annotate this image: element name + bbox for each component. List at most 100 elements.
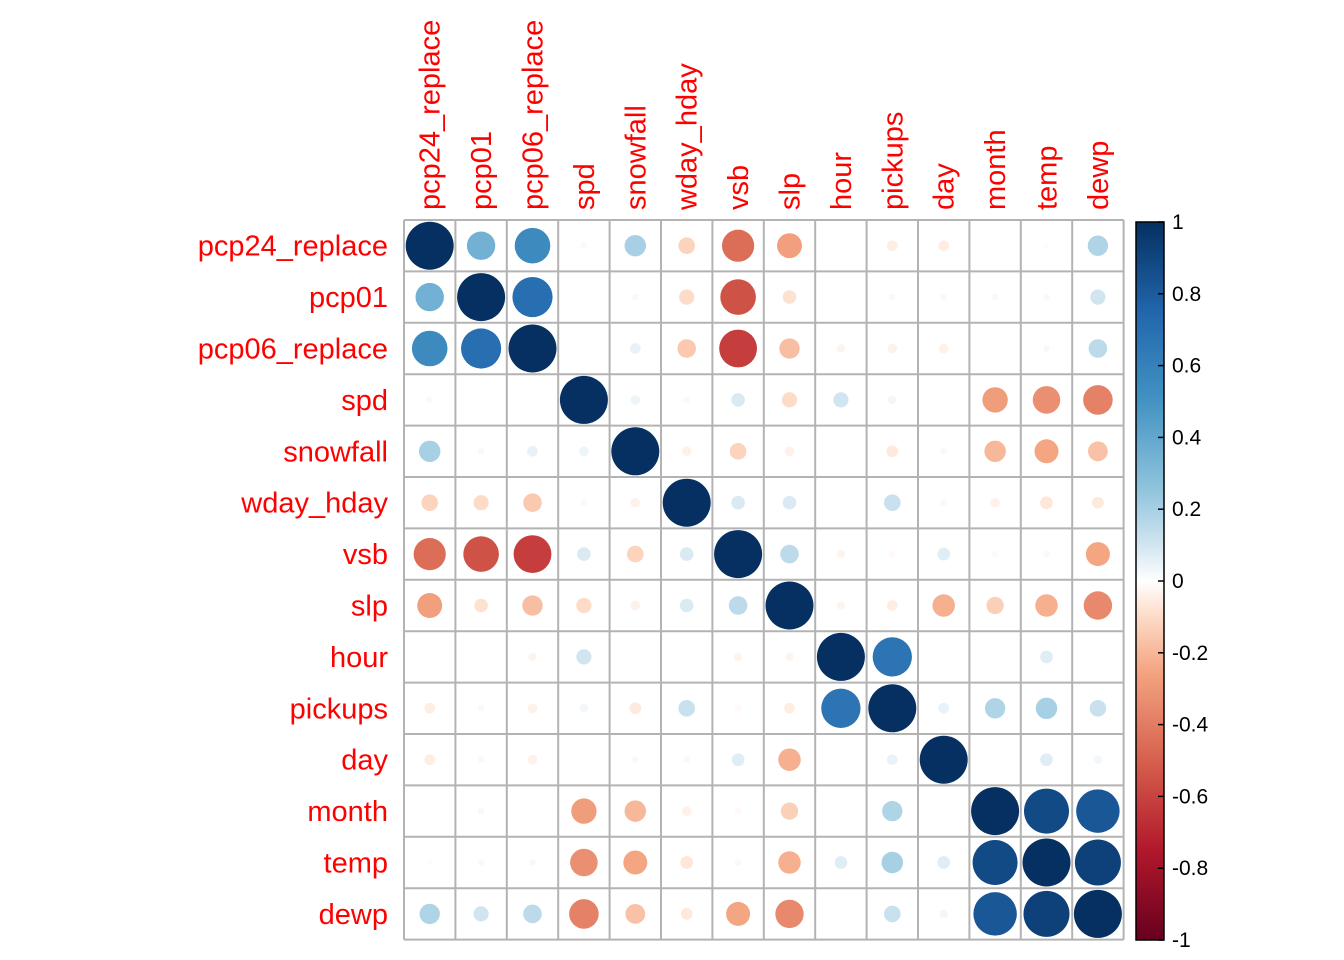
corr-circle-spd-pickups — [888, 395, 897, 405]
corr-circle-spd-month — [982, 387, 1008, 413]
corr-circle-day-wday_hday — [683, 756, 691, 764]
corr-circle-slp-pcp01 — [474, 598, 488, 613]
corr-circle-temp-hour — [834, 856, 848, 869]
corr-circle-temp-snowfall — [623, 850, 648, 875]
corr-circle-vsb-snowfall — [626, 545, 644, 563]
row-label-vsb: vsb — [343, 539, 388, 571]
corr-circle-temp-day — [937, 856, 951, 869]
corr-circle-month-pcp01 — [477, 807, 485, 815]
corr-circle-pcp06_replace-vsb — [719, 329, 757, 368]
column-label-hour: hour — [826, 152, 858, 210]
corr-circle-hour-slp — [785, 652, 794, 662]
corr-circle-day-pcp24_replace — [424, 754, 436, 766]
corr-circle-pickups-temp — [1035, 697, 1058, 720]
corr-circle-spd-dewp — [1083, 385, 1113, 415]
column-label-vsb: vsb — [723, 165, 755, 210]
row-label-dewp: dewp — [319, 899, 388, 931]
column-label-pcp01: pcp01 — [466, 131, 498, 210]
corr-circle-hour-hour — [816, 632, 865, 681]
corr-circle-wday_hday-wday_hday — [662, 478, 711, 527]
corr-circle-day-dewp — [1093, 755, 1103, 764]
colorbar-tick-label: 0.2 — [1172, 498, 1201, 521]
row-label-pickups: pickups — [290, 693, 388, 725]
column-label-snowfall: snowfall — [620, 105, 652, 210]
corr-circle-snowfall-slp — [784, 446, 795, 457]
corr-circle-pickups-pcp24_replace — [424, 702, 436, 714]
column-labels: pcp24_replace pcp01 pcp06_replace spd snowfa… — [415, 20, 1115, 211]
row-label-pcp06_replace: pcp06_replace — [198, 334, 388, 366]
corr-circle-dewp-temp — [1023, 890, 1070, 937]
corr-circle-hour-pcp06_replace — [528, 652, 537, 662]
corr-circle-pcp06_replace-hour — [836, 344, 846, 353]
corr-circle-temp-dewp — [1074, 839, 1121, 886]
corr-circle-temp-pcp06_replace — [529, 859, 536, 866]
corr-circle-pcp24_replace-temp — [1044, 243, 1049, 249]
corr-circle-dewp-day — [939, 909, 948, 919]
corr-circle-vsb-day — [937, 547, 951, 561]
corr-circle-snowfall-pickups — [886, 445, 899, 458]
corr-circle-vsb-slp — [780, 544, 799, 564]
corr-circle-vsb-dewp — [1085, 542, 1110, 567]
colorbar-tick-label: 0.8 — [1172, 283, 1201, 306]
corr-circle-snowfall-snowfall — [611, 427, 660, 476]
corr-circle-hour-vsb — [733, 652, 743, 662]
corr-circle-vsb-wday_hday — [679, 547, 694, 561]
corr-circle-pcp01-slp — [782, 290, 797, 304]
corr-circle-spd-hour — [833, 392, 849, 408]
corr-circle-pcp06_replace-wday_hday — [677, 339, 696, 358]
corr-circle-pcp06_replace-temp — [1043, 345, 1050, 352]
corr-circle-wday_hday-spd — [580, 499, 588, 507]
corr-circle-dewp-month — [973, 892, 1017, 936]
corr-circle-dewp-pcp24_replace — [419, 903, 440, 925]
row-label-hour: hour — [330, 642, 388, 674]
corr-circle-dewp-pickups — [883, 905, 901, 923]
corr-circle-pcp24_replace-day — [938, 240, 950, 252]
corr-circle-pcp06_replace-pcp06_replace — [508, 324, 557, 373]
correlation-circles — [405, 221, 1122, 938]
corr-circle-pcp06_replace-pcp01 — [461, 328, 502, 369]
corr-circle-slp-spd — [576, 597, 592, 614]
corr-circle-pcp06_replace-day — [938, 343, 949, 354]
corr-circle-month-vsb — [734, 807, 742, 815]
corr-circle-snowfall-day — [940, 447, 948, 455]
corr-circle-pcp24_replace-pcp06_replace — [514, 227, 551, 264]
corr-circle-pcp24_replace-pickups — [886, 240, 898, 252]
corr-circle-temp-slp — [778, 851, 801, 874]
corr-circle-month-wday_hday — [681, 806, 692, 816]
corr-circle-month-spd — [571, 798, 597, 824]
corr-circle-hour-spd — [576, 649, 592, 665]
matrix-grid — [403, 219, 1125, 941]
corr-circle-temp-pcp01 — [477, 859, 485, 866]
colorbar-tick-label: -0.2 — [1172, 642, 1208, 665]
corr-circle-temp-wday_hday — [680, 856, 694, 869]
corr-circle-temp-vsb — [734, 859, 742, 866]
corr-circle-slp-hour — [836, 601, 846, 610]
corr-circle-dewp-vsb — [726, 901, 751, 926]
corr-circle-month-pickups — [882, 800, 903, 822]
corr-circle-slp-month — [986, 596, 1004, 615]
corr-circle-wday_hday-pcp01 — [473, 495, 489, 511]
corr-circle-dewp-pcp06_replace — [523, 904, 542, 924]
corr-circle-pcp24_replace-snowfall — [624, 234, 647, 257]
corr-circle-vsb-pickups — [888, 550, 896, 558]
corr-circle-snowfall-month — [984, 440, 1006, 463]
corr-circle-hour-temp — [1040, 650, 1053, 664]
corr-circle-slp-slp — [765, 581, 814, 630]
corr-circle-spd-spd — [559, 375, 608, 424]
corr-circle-pcp06_replace-dewp — [1088, 339, 1108, 358]
corr-circle-spd-slp — [781, 392, 798, 408]
row-label-wday_hday: wday_hday — [240, 488, 388, 520]
corr-circle-slp-pickups — [886, 600, 898, 611]
row-label-spd: spd — [341, 385, 388, 417]
corr-circle-vsb-spd — [577, 547, 591, 561]
corr-circle-pickups-pcp06_replace — [527, 703, 538, 714]
corr-circle-wday_hday-vsb — [731, 495, 745, 510]
corr-circle-spd-vsb — [731, 393, 745, 407]
corr-circle-pcp24_replace-slp — [777, 233, 802, 259]
corr-circle-pickups-day — [938, 702, 950, 714]
corr-circle-spd-snowfall — [630, 395, 641, 405]
corr-circle-day-slp — [778, 748, 801, 771]
corr-circle-wday_hday-temp — [1040, 496, 1053, 510]
corr-circle-day-snowfall — [631, 756, 639, 764]
corr-circle-month-snowfall — [624, 800, 647, 822]
